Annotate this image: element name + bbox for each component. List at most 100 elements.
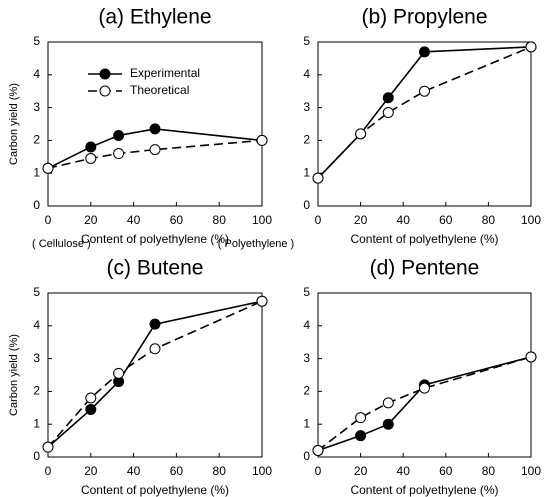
x-tick-label: 20 — [84, 213, 98, 227]
x-tick-label: 60 — [439, 213, 453, 227]
x-tick-label: 80 — [213, 213, 227, 227]
data-point — [355, 430, 367, 442]
y-tick-label: 4 — [303, 67, 310, 81]
y-tick-label: 5 — [303, 34, 310, 48]
series-line — [317, 356, 532, 452]
y-tick-label: 3 — [303, 351, 310, 365]
data-point — [42, 162, 54, 174]
y-tick-label: 5 — [303, 285, 310, 299]
y-tick-label: 3 — [33, 351, 40, 365]
data-point — [382, 418, 394, 430]
data-point — [149, 318, 161, 330]
x-tick-label: 0 — [45, 464, 52, 478]
legend-marker — [99, 85, 111, 97]
y-tick-label: 4 — [33, 318, 40, 332]
y-tick-label: 2 — [303, 384, 310, 398]
y-axis-label: Carbon yield (%) — [8, 334, 20, 416]
data-point — [256, 134, 268, 146]
data-point — [85, 403, 97, 415]
x-tick-label: 80 — [482, 464, 496, 478]
y-tick-label: 3 — [303, 100, 310, 114]
x-tick-label: 40 — [397, 464, 411, 478]
legend-label: Experimental — [130, 66, 200, 80]
x-axis-label: Content of polyethylene (%) — [81, 232, 229, 246]
data-point — [113, 148, 125, 160]
panel-title: (b) Propylene — [361, 6, 487, 29]
y-tick-label: 1 — [33, 165, 40, 179]
y-tick-label: 0 — [303, 449, 310, 463]
legend-marker — [99, 68, 111, 80]
plot-frame — [47, 41, 263, 207]
series-line — [317, 46, 532, 179]
data-point — [85, 392, 97, 404]
data-point — [419, 46, 430, 58]
x-tick-label: 60 — [439, 464, 453, 478]
plot-frame — [317, 41, 532, 207]
x-tick-label: 0 — [315, 464, 322, 478]
x-tick-label: 40 — [127, 213, 141, 227]
x-axis-label: Content of polyethylene (%) — [81, 483, 229, 497]
x-axis-label: Content of polyethylene (%) — [350, 232, 498, 246]
y-tick-label: 5 — [33, 285, 40, 299]
plot-frame — [317, 292, 532, 458]
annotation: ( Polyethylene ) — [218, 238, 294, 250]
x-tick-label: 20 — [84, 464, 98, 478]
data-point — [382, 107, 394, 119]
x-tick-label: 100 — [252, 464, 272, 478]
plot-frame — [47, 292, 263, 458]
series-line — [317, 46, 532, 179]
data-point — [149, 123, 161, 135]
y-tick-label: 4 — [33, 67, 40, 81]
data-point — [355, 128, 367, 140]
y-tick-label: 1 — [303, 416, 310, 430]
y-tick-label: 1 — [303, 165, 310, 179]
data-point — [419, 382, 430, 394]
y-tick-label: 4 — [303, 318, 310, 332]
y-tick-label: 0 — [33, 198, 40, 212]
data-point — [85, 141, 97, 153]
x-tick-label: 0 — [45, 213, 52, 227]
y-tick-label: 2 — [33, 133, 40, 147]
x-tick-label: 80 — [482, 213, 496, 227]
data-point — [149, 144, 161, 156]
data-point — [312, 172, 324, 184]
x-tick-label: 80 — [213, 464, 227, 478]
data-point — [382, 92, 394, 104]
x-tick-label: 100 — [521, 464, 541, 478]
y-tick-label: 0 — [33, 449, 40, 463]
data-point — [419, 85, 430, 97]
y-tick-label: 1 — [33, 416, 40, 430]
y-axis-label: Carbon yield (%) — [8, 83, 20, 165]
x-tick-label: 100 — [252, 213, 272, 227]
panel-title: (a) Ethylene — [98, 6, 211, 29]
x-tick-label: 100 — [521, 213, 541, 227]
legend-label: Theoretical — [130, 83, 189, 97]
data-point — [149, 343, 161, 355]
data-point — [85, 152, 97, 164]
x-tick-label: 40 — [397, 213, 411, 227]
data-point — [113, 129, 125, 141]
x-tick-label: 20 — [354, 213, 368, 227]
series-line — [317, 356, 532, 452]
data-point — [113, 367, 125, 379]
y-tick-label: 2 — [33, 384, 40, 398]
data-point — [312, 444, 324, 456]
x-tick-label: 20 — [354, 464, 368, 478]
data-point — [382, 397, 394, 409]
x-tick-label: 0 — [315, 213, 322, 227]
panel-title: (c) Butene — [107, 257, 204, 280]
data-point — [525, 41, 537, 53]
data-point — [525, 351, 537, 363]
panel-title: (d) Pentene — [370, 257, 480, 280]
x-axis-label: Content of polyethylene (%) — [350, 483, 498, 497]
y-tick-label: 3 — [33, 100, 40, 114]
x-tick-label: 60 — [170, 464, 184, 478]
annotation: ( Cellulose ) — [32, 238, 91, 250]
y-tick-label: 0 — [303, 198, 310, 212]
data-point — [355, 412, 367, 424]
y-tick-label: 2 — [303, 133, 310, 147]
y-tick-label: 5 — [33, 34, 40, 48]
data-point — [256, 295, 268, 307]
x-tick-label: 40 — [127, 464, 141, 478]
